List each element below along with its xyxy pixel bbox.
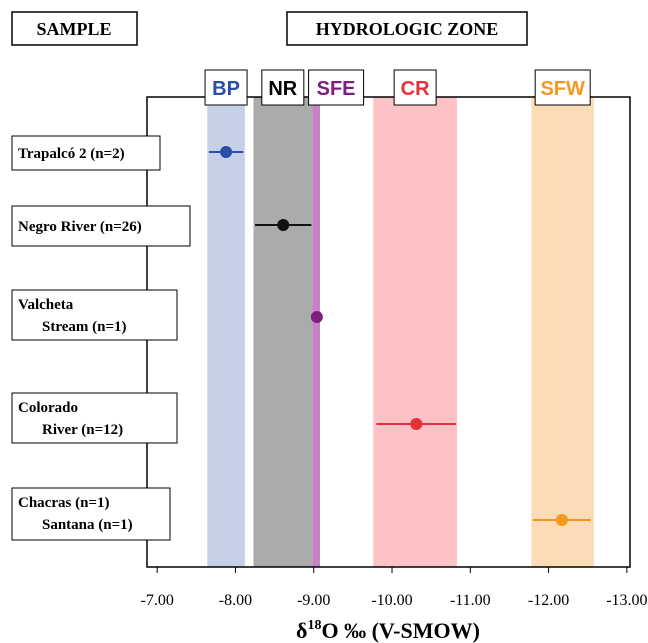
zone-band bbox=[253, 97, 313, 567]
x-axis-label: δ18O ‰ (V-SMOW) bbox=[296, 618, 480, 643]
header-zone: HYDROLOGIC ZONE bbox=[316, 19, 499, 39]
sample-label-box bbox=[11, 289, 178, 341]
zone-band bbox=[312, 97, 321, 567]
zone-label-box bbox=[393, 69, 437, 106]
data-point bbox=[310, 311, 323, 323]
zone-label: SFE bbox=[317, 78, 356, 100]
sample-label: Trapalcó 2 (n=2) bbox=[18, 146, 125, 162]
zone-band bbox=[531, 97, 594, 567]
sample-label: River (n=12) bbox=[42, 422, 123, 438]
zone-label: CR bbox=[401, 78, 430, 100]
data-point bbox=[220, 146, 233, 158]
sample-label: Santana (n=1) bbox=[42, 517, 133, 533]
x-tick-label: -12.00 bbox=[528, 592, 569, 609]
x-label-part: δ bbox=[296, 618, 307, 643]
sample-label-box bbox=[11, 205, 191, 247]
zone-label-box bbox=[534, 69, 591, 106]
x-tick-label: -9.00 bbox=[297, 592, 330, 609]
sample-label: Chacras (n=1) bbox=[18, 495, 109, 511]
data-point bbox=[555, 514, 568, 526]
data-point bbox=[410, 418, 423, 430]
sample-label-box bbox=[11, 392, 178, 444]
zone-label: NR bbox=[268, 78, 297, 100]
x-label-sup: 18 bbox=[307, 618, 321, 633]
x-tick-label: -10.00 bbox=[371, 592, 412, 609]
zone-label-box bbox=[261, 69, 305, 106]
zone-label-box bbox=[308, 69, 365, 106]
sample-label: Stream (n=1) bbox=[42, 319, 127, 335]
sample-label-box bbox=[11, 487, 171, 541]
x-tick-label: -8.00 bbox=[219, 592, 252, 609]
zone-band bbox=[207, 97, 245, 567]
sample-label: Colorado bbox=[18, 400, 78, 416]
sample-label: Valcheta bbox=[18, 297, 74, 313]
sample-label-box bbox=[11, 135, 161, 171]
zone-label: SFW bbox=[540, 78, 585, 100]
zone-label: BP bbox=[212, 78, 240, 100]
x-tick-label: -13.00 bbox=[606, 592, 647, 609]
zone-band bbox=[373, 97, 457, 567]
x-label-part: O ‰ (V-SMOW) bbox=[321, 618, 479, 643]
x-tick-label: -11.00 bbox=[450, 592, 491, 609]
header-sample: SAMPLE bbox=[36, 19, 111, 39]
header-box bbox=[286, 11, 528, 46]
data-point bbox=[277, 219, 290, 231]
header-box bbox=[11, 11, 138, 46]
sample-label: Negro River (n=26) bbox=[18, 219, 142, 235]
zone-label-box bbox=[204, 69, 248, 106]
x-tick-label: -7.00 bbox=[141, 592, 174, 609]
